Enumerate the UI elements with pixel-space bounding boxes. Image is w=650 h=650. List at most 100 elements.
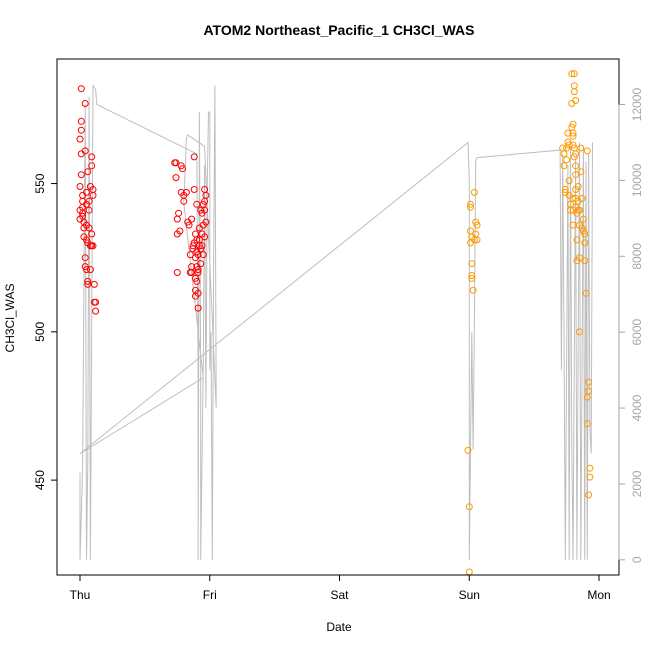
- data-point-red: [81, 100, 89, 107]
- y2-axis: 0 2000 4000 6000 8000 10000 12000: [618, 88, 644, 563]
- data-point-orange: [576, 206, 583, 214]
- data-point-orange: [582, 289, 590, 297]
- data-point-red: [182, 188, 190, 196]
- data-point-orange: [570, 70, 578, 78]
- data-point-red: [201, 206, 209, 214]
- y-tick-label: 450: [33, 470, 47, 490]
- data-point-orange: [572, 97, 580, 104]
- altitude-line: [79, 83, 593, 560]
- x-tick-label: Thu: [70, 588, 91, 602]
- data-point-red: [175, 209, 183, 217]
- data-point-red: [81, 254, 89, 262]
- data-point-red: [172, 159, 180, 167]
- y-tick-label: 500: [33, 321, 47, 341]
- data-point-orange: [468, 260, 476, 268]
- data-point-red: [88, 162, 96, 170]
- data-point-red: [186, 251, 194, 259]
- data-point-red: [89, 191, 97, 199]
- data-point-orange: [464, 446, 472, 454]
- y2-tick-label: 10000: [630, 163, 644, 197]
- data-point-red: [194, 266, 202, 274]
- data-point-red: [172, 174, 180, 182]
- data-point-orange: [560, 162, 568, 170]
- data-point-red: [193, 277, 201, 285]
- data-point-orange: [465, 568, 473, 576]
- data-point-red: [197, 260, 205, 268]
- data-point-red: [180, 197, 188, 205]
- y-axis: 450 500 550: [33, 173, 58, 490]
- data-point-orange: [564, 129, 572, 137]
- data-point-orange: [585, 491, 593, 499]
- data-point-orange: [561, 186, 569, 193]
- data-point-orange: [465, 503, 473, 511]
- data-point-red: [173, 269, 181, 276]
- x-tick-label: Mon: [587, 588, 610, 602]
- data-point-red: [201, 233, 209, 241]
- data-point-orange: [576, 328, 583, 336]
- data-point-red: [92, 298, 100, 306]
- data-point-orange: [468, 272, 476, 279]
- x-tick-label: Sun: [459, 588, 480, 602]
- data-point-red: [194, 304, 202, 312]
- y2-tick-label: 8000: [630, 243, 644, 270]
- data-point-red: [173, 215, 181, 223]
- data-point-red: [198, 242, 206, 250]
- data-point-red: [202, 191, 210, 199]
- y2-tick-label: 6000: [630, 319, 644, 346]
- data-point-red: [88, 230, 96, 238]
- plot-frame: [56, 58, 620, 576]
- data-point-orange: [572, 171, 580, 179]
- data-point-red: [85, 206, 93, 214]
- data-point-red: [89, 186, 97, 193]
- data-point-orange: [560, 150, 568, 158]
- y2-tick-label: 2000: [630, 470, 644, 497]
- data-point-orange: [468, 274, 476, 282]
- data-point-orange: [469, 286, 477, 294]
- data-point-orange: [563, 156, 571, 164]
- data-point-red: [194, 251, 202, 259]
- data-point-orange: [467, 200, 474, 208]
- data-point-red: [86, 266, 94, 274]
- x-tick-label: Fri: [203, 588, 217, 602]
- data-point-orange: [569, 194, 577, 202]
- data-point-red: [92, 307, 100, 315]
- data-point-orange: [569, 129, 577, 137]
- data-point-red: [77, 117, 85, 125]
- data-point-red: [179, 165, 186, 173]
- points-layer: [76, 70, 594, 576]
- data-point-orange: [565, 141, 573, 149]
- y2-tick-label: 4000: [630, 394, 644, 421]
- data-point-orange: [579, 215, 587, 223]
- x-axis: Thu Fri Sat Sun Mon: [70, 574, 611, 602]
- data-point-orange: [565, 177, 573, 185]
- data-point-red: [81, 147, 89, 155]
- data-point-orange: [578, 194, 586, 202]
- data-point-red: [194, 269, 202, 276]
- y-tick-label: 550: [33, 173, 47, 193]
- data-point-orange: [581, 239, 589, 247]
- data-point-orange: [573, 236, 581, 244]
- data-point-red: [76, 135, 84, 143]
- data-point-red: [85, 197, 93, 205]
- altitude-layer: [79, 83, 593, 560]
- data-point-orange: [572, 150, 580, 158]
- x-tick-label: Sat: [330, 588, 349, 602]
- data-point-orange: [570, 88, 578, 96]
- data-point-orange: [473, 221, 481, 229]
- data-point-red: [185, 221, 193, 229]
- data-point-orange: [585, 387, 593, 395]
- data-point-orange: [583, 147, 591, 155]
- data-point-red: [77, 85, 85, 93]
- data-point-red: [77, 171, 85, 179]
- y2-tick-label: 12000: [630, 88, 644, 122]
- data-point-orange: [572, 162, 580, 170]
- data-point-orange: [569, 132, 577, 140]
- data-point-orange: [576, 254, 583, 262]
- data-point-orange: [570, 82, 578, 90]
- data-point-red: [77, 126, 85, 134]
- y-axis-label: CH3Cl_WAS: [3, 284, 17, 353]
- data-point-red: [79, 209, 87, 217]
- y2-tick-label: 0: [630, 556, 644, 563]
- data-point-orange: [581, 230, 589, 238]
- data-point-red: [194, 289, 202, 297]
